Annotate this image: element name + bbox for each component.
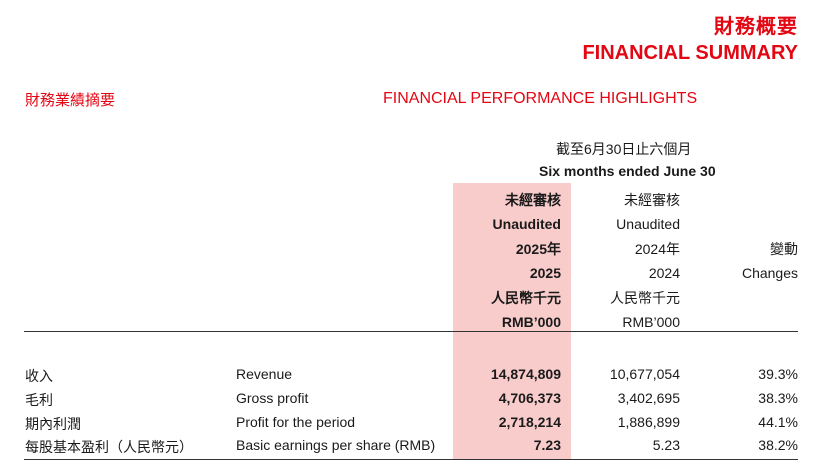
period-label-cn: 截至6月30日止六個月	[556, 141, 692, 157]
column-header-2024: 未經審核 Unaudited 2024年 2024 人民幣千元 RMB’000	[610, 188, 680, 334]
column-header-changes: 變動 Changes	[742, 237, 798, 286]
audit-status-cn: 未經審核	[505, 192, 561, 208]
current-year-highlight	[453, 183, 571, 460]
value-change: 44.1%	[758, 414, 798, 430]
value-2025: 4,706,373	[498, 390, 561, 406]
row-label-en: Basic earnings per share (RMB)	[236, 437, 436, 453]
row-label-cn: 每股基本盈利（人民幣元）	[25, 439, 193, 455]
value-2025: 7.23	[533, 437, 561, 453]
value-2024: 5.23	[652, 437, 680, 453]
section-title-en: FINANCIAL PERFORMANCE HIGHLIGHTS	[383, 90, 698, 107]
year-cn: 2025年	[515, 240, 561, 257]
row-label-en: Gross profit	[236, 390, 309, 406]
value-change: 38.3%	[758, 390, 798, 406]
row-label-en: Revenue	[236, 366, 293, 382]
header-rule	[24, 331, 798, 332]
page-title-en: FINANCIAL SUMMARY	[582, 42, 798, 64]
changes-label-cn: 變動	[770, 241, 798, 257]
unit-cn: 人民幣千元	[610, 289, 680, 306]
period-label-en: Six months ended June 30	[539, 163, 716, 179]
value-change: 39.3%	[758, 366, 798, 382]
table-bottom-rule	[24, 459, 798, 460]
column-header-2025: 未經審核 Unaudited 2025年 2025 人民幣千元 RMB’000	[491, 188, 561, 334]
value-2024: 1,886,899	[617, 414, 680, 430]
row-label-cn: 收入	[25, 368, 53, 384]
page-title-cn: 財務概要	[714, 16, 798, 38]
audit-status-cn: 未經審核	[624, 192, 680, 208]
unit-cn: 人民幣千元	[491, 289, 561, 306]
table-row: 期內利潤 Profit for the period 2,718,214 1,8…	[0, 414, 824, 438]
table-row: 收入 Revenue 14,874,809 10,677,054 39.3%	[0, 366, 824, 390]
year-en: 2024	[648, 265, 680, 282]
year-en: 2025	[529, 265, 561, 282]
value-change: 38.2%	[758, 437, 798, 453]
audit-status-en: Unaudited	[616, 216, 680, 233]
row-label-cn: 毛利	[25, 392, 53, 408]
value-2024: 10,677,054	[609, 366, 680, 382]
section-title-cn: 財務業績摘要	[25, 92, 116, 109]
row-label-en: Profit for the period	[236, 414, 356, 430]
value-2025: 14,874,809	[490, 366, 561, 382]
value-2024: 3,402,695	[617, 390, 680, 406]
changes-label-en: Changes	[741, 265, 798, 282]
year-cn: 2024年	[634, 240, 680, 257]
unit-en: RMB’000	[501, 314, 561, 331]
value-2025: 2,718,214	[498, 414, 561, 430]
row-label-cn: 期內利潤	[25, 416, 81, 432]
unit-en: RMB’000	[622, 314, 680, 331]
audit-status-en: Unaudited	[492, 216, 561, 233]
table-row: 毛利 Gross profit 4,706,373 3,402,695 38.3…	[0, 390, 824, 414]
table-row: 每股基本盈利（人民幣元） Basic earnings per share (R…	[0, 437, 824, 461]
